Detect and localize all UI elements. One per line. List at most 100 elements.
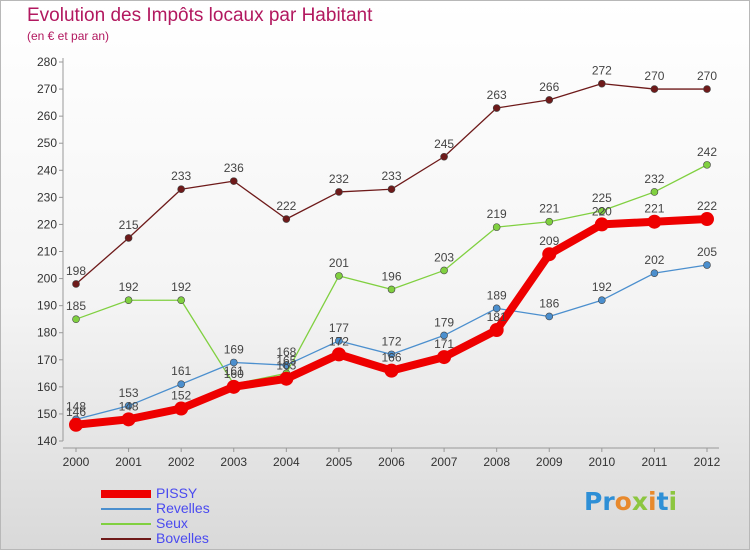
- data-point-seux: [335, 272, 343, 280]
- legend-item-revelles: Revelles: [101, 500, 261, 516]
- data-point-pissy: [174, 401, 189, 416]
- data-point-pissy: [647, 214, 662, 229]
- data-label-bovelles: 233: [171, 169, 191, 183]
- data-point-pissy: [331, 347, 346, 362]
- x-tick-label: 2005: [326, 455, 353, 469]
- data-label-pissy: 163: [276, 359, 296, 373]
- chart-title: Evolution des Impôts locaux par Habitant: [27, 5, 373, 26]
- legend-label: Bovelles: [156, 530, 209, 546]
- data-label-bovelles: 222: [276, 199, 296, 213]
- data-point-bovelles: [650, 85, 659, 93]
- data-point-pissy: [594, 217, 609, 232]
- data-label-revelles: 153: [119, 386, 139, 400]
- y-tick-label: 140: [37, 434, 57, 448]
- data-label-seux: 165: [276, 353, 296, 367]
- data-point-seux: [492, 223, 501, 231]
- data-point-bovelles: [124, 234, 133, 242]
- data-point-seux: [598, 207, 606, 215]
- data-label-seux: 161: [224, 364, 244, 378]
- x-tick-label: 2006: [378, 455, 405, 469]
- legend-swatch: [101, 523, 151, 525]
- data-label-pissy: 152: [171, 389, 191, 403]
- data-point-seux: [124, 296, 133, 305]
- data-label-seux: 242: [697, 145, 717, 159]
- x-tick-label: 2008: [483, 455, 510, 469]
- data-label-revelles: 179: [434, 315, 454, 329]
- data-label-seux: 201: [329, 256, 349, 270]
- data-label-pissy: 160: [224, 367, 244, 381]
- data-label-bovelles: 198: [66, 264, 86, 278]
- data-point-bovelles: [387, 185, 396, 194]
- x-tick-label: 2009: [536, 455, 563, 469]
- data-label-revelles: 161: [171, 364, 191, 378]
- data-label-pissy: 171: [434, 337, 454, 351]
- y-tick-label: 210: [37, 245, 57, 259]
- data-point-bovelles: [492, 104, 501, 112]
- data-label-pissy: 220: [592, 204, 612, 218]
- data-label-revelles: 172: [381, 334, 401, 348]
- data-point-bovelles: [282, 215, 291, 223]
- data-point-revelles: [387, 350, 396, 359]
- y-tick-label: 230: [37, 190, 57, 204]
- data-label-bovelles: 232: [329, 172, 349, 186]
- data-point-revelles: [124, 402, 133, 410]
- data-label-bovelles: 270: [644, 69, 664, 83]
- data-point-seux: [72, 315, 80, 323]
- data-point-revelles: [650, 269, 659, 277]
- data-label-revelles: 202: [644, 253, 664, 267]
- data-label-bovelles: 266: [539, 80, 559, 94]
- proxiti-logo: Proxiti: [584, 487, 678, 516]
- data-point-pissy: [279, 371, 294, 386]
- y-tick-label: 250: [37, 136, 57, 150]
- series-line-bovelles: [75, 83, 708, 285]
- data-point-seux: [650, 188, 659, 196]
- x-tick-label: 2012: [694, 455, 721, 469]
- data-label-pissy: 181: [487, 310, 507, 324]
- data-label-pissy: 148: [119, 399, 139, 413]
- data-point-revelles: [703, 261, 711, 269]
- data-point-bovelles: [72, 280, 80, 288]
- data-label-seux: 225: [592, 191, 612, 205]
- data-label-bovelles: 263: [487, 88, 507, 102]
- data-point-seux: [545, 217, 554, 226]
- y-tick-label: 270: [37, 82, 57, 96]
- x-tick-label: 2003: [220, 455, 247, 469]
- x-tick-label: 2000: [63, 455, 90, 469]
- data-point-pissy: [384, 363, 399, 378]
- data-point-seux: [703, 161, 711, 169]
- y-tick-label: 220: [37, 217, 57, 231]
- data-point-seux: [387, 285, 396, 294]
- data-point-bovelles: [545, 96, 554, 104]
- data-point-pissy: [542, 247, 557, 262]
- data-label-revelles: 169: [224, 342, 244, 356]
- data-label-seux: 192: [119, 280, 139, 294]
- data-point-revelles: [545, 312, 554, 321]
- data-point-revelles: [598, 296, 606, 305]
- legend-item-seux: Seux: [101, 515, 261, 531]
- legend-label: Seux: [156, 515, 188, 531]
- data-point-bovelles: [440, 152, 448, 161]
- data-label-pissy: 209: [539, 234, 559, 248]
- data-label-pissy: 221: [644, 202, 664, 216]
- legend-label: PISSY: [156, 485, 198, 501]
- data-point-revelles: [440, 331, 448, 340]
- data-label-seux: 196: [381, 269, 401, 283]
- y-tick-label: 200: [37, 272, 57, 286]
- data-label-bovelles: 236: [224, 161, 244, 175]
- data-point-bovelles: [703, 85, 711, 93]
- x-tick-label: 2004: [273, 455, 300, 469]
- legend-swatch: [101, 538, 151, 540]
- y-tick-label: 240: [37, 163, 57, 177]
- data-point-revelles: [282, 361, 291, 370]
- data-point-bovelles: [598, 79, 606, 88]
- data-label-seux: 185: [66, 299, 86, 313]
- y-tick-label: 150: [37, 407, 57, 421]
- y-tick-label: 180: [37, 326, 57, 340]
- data-point-pissy: [121, 412, 136, 427]
- data-label-seux: 219: [487, 207, 507, 221]
- data-point-pissy: [226, 379, 241, 394]
- legend-item-bovelles: Bovelles: [101, 530, 261, 546]
- data-label-bovelles: 272: [592, 64, 612, 78]
- data-label-revelles: 186: [539, 296, 559, 310]
